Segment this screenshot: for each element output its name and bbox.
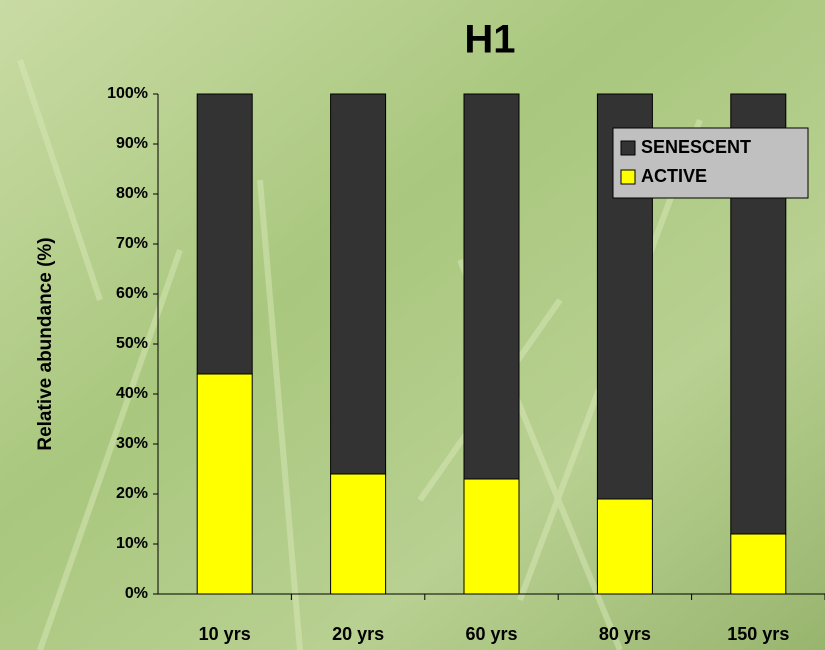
- x-tick-label: 80 yrs: [599, 624, 651, 644]
- x-tick-label: 150 yrs: [727, 624, 789, 644]
- legend-label: SENESCENT: [641, 137, 751, 157]
- bar-segment: [196, 373, 253, 595]
- legend-swatch: [620, 140, 636, 156]
- y-tick-label: 100%: [107, 85, 148, 102]
- y-tick-label: 20%: [116, 485, 148, 502]
- y-tick-label: 90%: [116, 135, 148, 152]
- legend-label: ACTIVE: [641, 166, 707, 186]
- bar-segment: [730, 533, 787, 595]
- y-tick-label: 10%: [116, 535, 148, 552]
- bar-segment: [330, 93, 387, 475]
- legend-swatch: [620, 169, 636, 185]
- y-tick-label: 70%: [116, 235, 148, 252]
- bar-segment: [596, 498, 653, 595]
- legend-box: [612, 127, 809, 199]
- y-tick-label: 0%: [125, 585, 148, 602]
- bar-segment: [330, 473, 387, 595]
- y-tick-label: 60%: [116, 285, 148, 302]
- x-tick-label: 20 yrs: [332, 624, 384, 644]
- y-tick-label: 80%: [116, 185, 148, 202]
- y-tick-label: 30%: [116, 435, 148, 452]
- chart-title: H1: [464, 18, 515, 62]
- x-tick-label: 10 yrs: [199, 624, 251, 644]
- x-tick-label: 60 yrs: [465, 624, 517, 644]
- y-tick-label: 40%: [116, 385, 148, 402]
- y-axis-label: Relative abundance (%): [35, 237, 56, 450]
- bar-segment: [463, 93, 520, 480]
- bar-segment: [463, 478, 520, 595]
- y-tick-label: 50%: [116, 335, 148, 352]
- bar-segment: [196, 93, 253, 375]
